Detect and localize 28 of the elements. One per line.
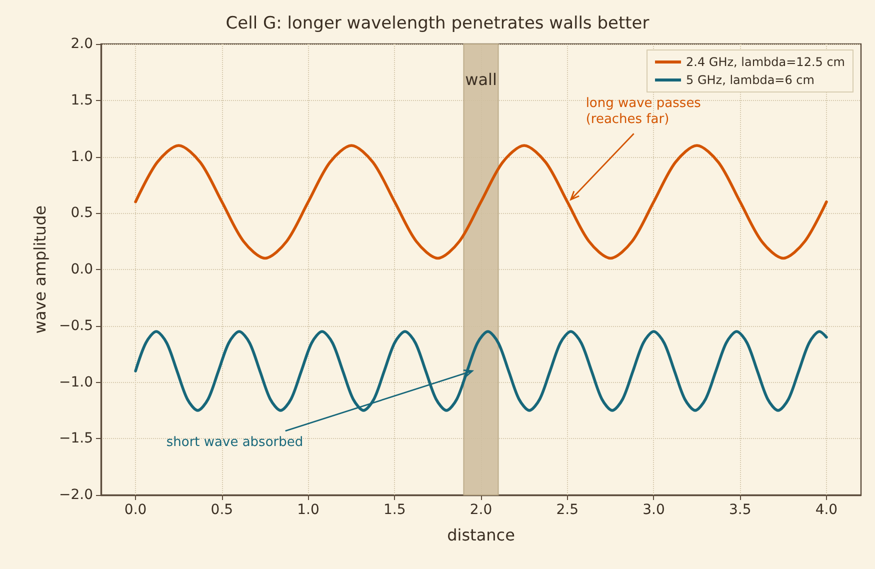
y-tick-label: 0.5 [70,205,93,222]
x-tick-label: 3.5 [728,502,752,518]
x-tick-label: 1.5 [384,502,406,518]
x-tick-label: 0.5 [210,502,234,518]
y-tick-label: 2.0 [70,36,93,52]
y-tick-label: −0.5 [59,318,93,334]
legend-label: 2.4 GHz, lambda=12.5 cm [686,55,846,69]
x-tick-label: 4.0 [815,502,838,518]
legend-label: 5 GHz, lambda=6 cm [686,73,814,87]
y-tick-label: 1.5 [70,92,93,108]
annotation: short wave absorbed [166,434,304,451]
x-tick-label: 2.0 [470,502,492,518]
y-axis-title: wave amplitude [30,205,50,334]
chart-title: Cell G: longer wavelength penetrates walls better [226,14,650,34]
line-series [134,330,828,412]
line-series [134,144,828,260]
x-axis-title: distance [447,526,515,544]
y-tick-label: 0.0 [70,262,93,278]
x-tick-label: 0.0 [124,502,147,518]
y-tick-label: −1.0 [59,374,93,390]
band-label: wall [465,70,497,89]
annotation: long wave passes (reaches far) [586,96,701,128]
x-tick-label: 1.0 [297,502,320,518]
x-tick-label: 2.5 [556,502,578,518]
y-tick-label: −2.0 [59,487,93,503]
x-tick-label: 3.0 [642,502,665,518]
y-tick-label: 1.0 [70,148,93,165]
y-tick-label: −1.5 [59,430,93,447]
